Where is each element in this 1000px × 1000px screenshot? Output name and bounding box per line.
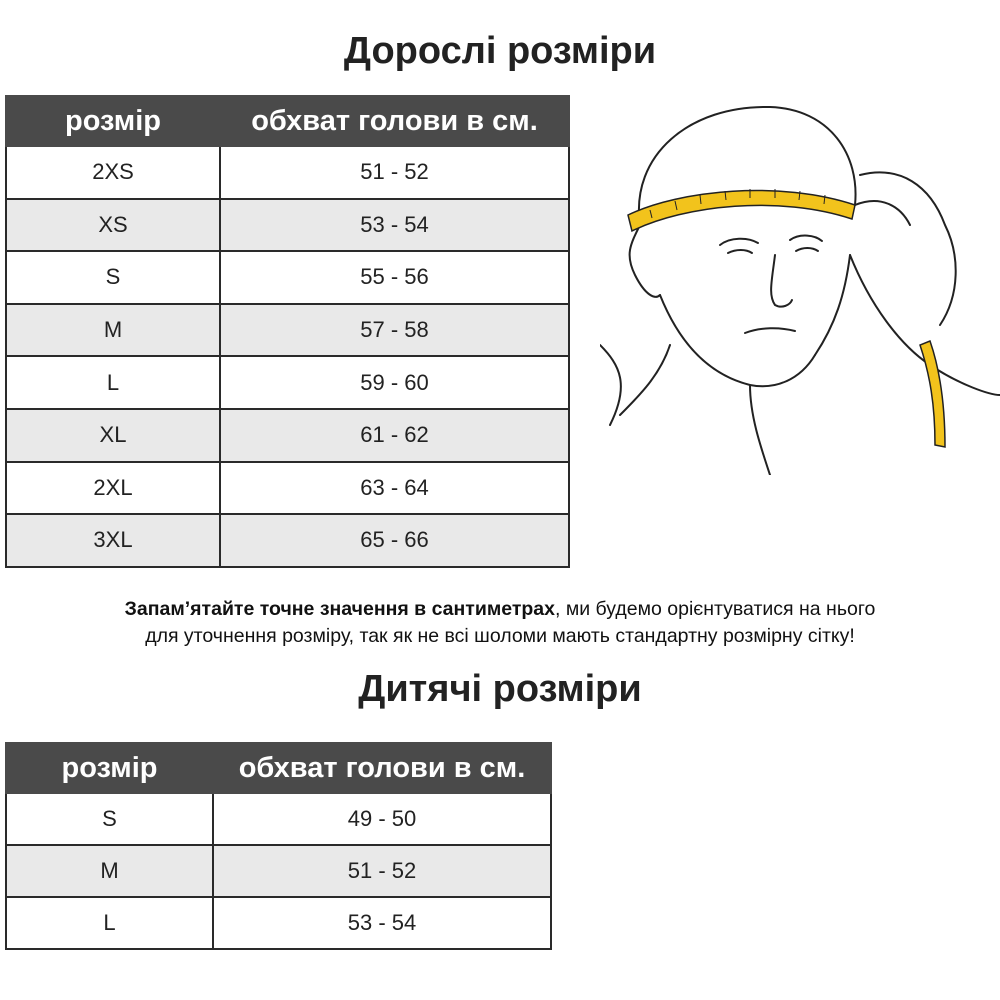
circumference-cell: 63 - 64 <box>219 460 570 516</box>
note-line2: для уточнення розміру, так як не всі шол… <box>145 625 855 647</box>
note-bold: Запам’ятайте точне значення в сантиметра… <box>124 598 555 620</box>
size-cell: 2XL <box>5 460 221 516</box>
circumference-cell: 65 - 66 <box>219 513 570 568</box>
circumference-cell: 53 - 54 <box>212 896 552 950</box>
note-line1-rest: , ми будемо орієнтуватися на нього <box>554 598 876 620</box>
head-measuring-tape-illustration <box>600 105 1000 475</box>
measurement-note: Запам’ятайте точне значення в сантиметра… <box>0 596 1000 650</box>
table-row: 2XS 51 - 52 <box>5 145 570 200</box>
table-row: M 57 - 58 <box>5 302 570 358</box>
kids-size-table: розмір обхват голови в см. S 49 - 50 M 51 -… <box>5 742 552 950</box>
size-cell: L <box>5 355 221 410</box>
header-head-circumference: обхват голови в см. <box>212 742 552 794</box>
adult-size-table: розмір обхват голови в см. 2XS 51 - 52 XS 5… <box>5 95 570 568</box>
table-row: L 59 - 60 <box>5 355 570 410</box>
size-cell: M <box>5 302 221 358</box>
size-cell: XL <box>5 407 221 463</box>
size-cell: L <box>5 896 214 950</box>
table-row: XS 53 - 54 <box>5 197 570 253</box>
size-cell: S <box>5 792 214 846</box>
circumference-cell: 55 - 56 <box>219 250 570 305</box>
size-cell: 2XS <box>5 145 221 200</box>
size-cell: XS <box>5 197 221 253</box>
table-row: M 51 - 52 <box>5 844 552 898</box>
table-row: S 49 - 50 <box>5 792 552 846</box>
table-row: S 55 - 56 <box>5 250 570 305</box>
size-cell: M <box>5 844 214 898</box>
table-row: 2XL 63 - 64 <box>5 460 570 516</box>
table-row: XL 61 - 62 <box>5 407 570 463</box>
circumference-cell: 51 - 52 <box>212 844 552 898</box>
size-cell: S <box>5 250 221 305</box>
circumference-cell: 53 - 54 <box>219 197 570 253</box>
header-head-circumference: обхват голови в см. <box>219 95 570 147</box>
table-row: 3XL 65 - 66 <box>5 513 570 568</box>
size-cell: 3XL <box>5 513 221 568</box>
header-size: розмір <box>5 742 214 794</box>
circumference-cell: 57 - 58 <box>219 302 570 358</box>
circumference-cell: 49 - 50 <box>212 792 552 846</box>
adult-sizes-title: Дорослі розміри <box>343 30 657 72</box>
header-size: розмір <box>5 95 221 147</box>
table-row: L 53 - 54 <box>5 896 552 950</box>
circumference-cell: 59 - 60 <box>219 355 570 410</box>
circumference-cell: 51 - 52 <box>219 145 570 200</box>
kids-sizes-title: Дитячі розміри <box>358 668 642 710</box>
circumference-cell: 61 - 62 <box>219 407 570 463</box>
